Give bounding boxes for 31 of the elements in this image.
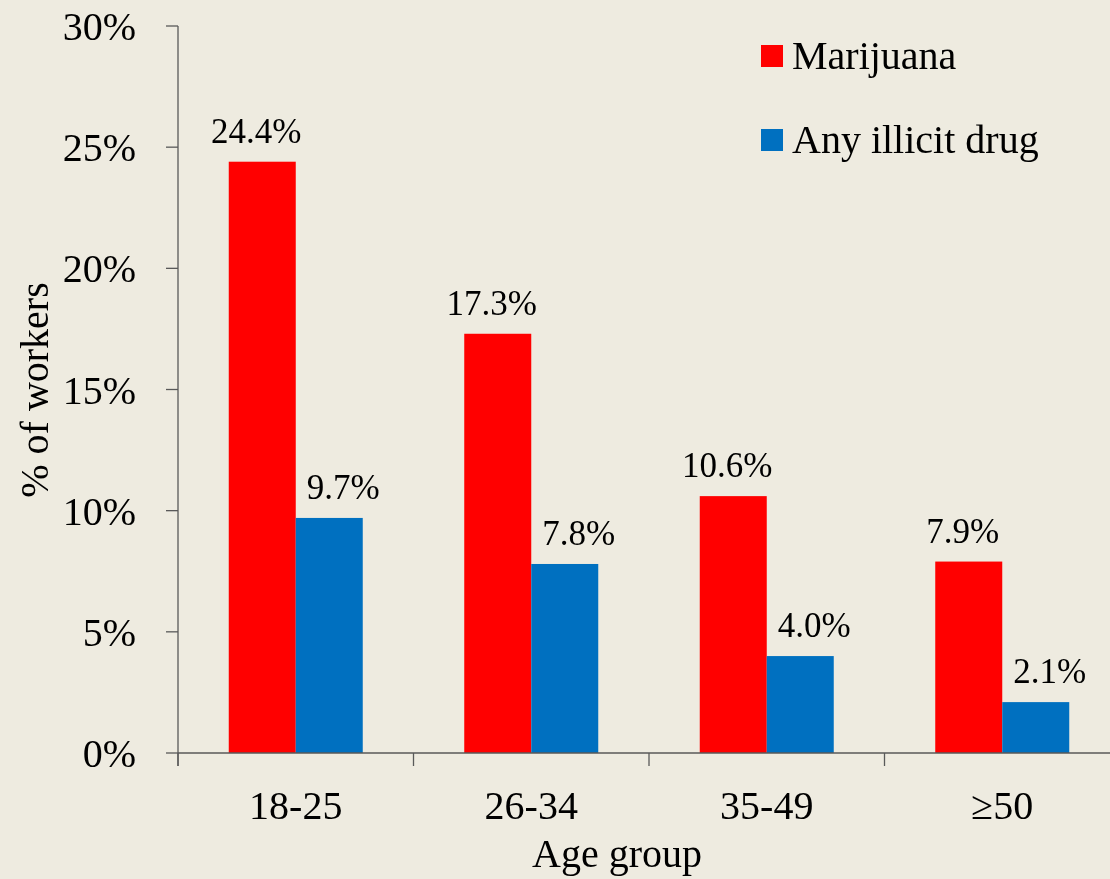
legend-label: Any illicit drug bbox=[792, 117, 1039, 162]
bar bbox=[935, 561, 1003, 753]
data-label: 7.9% bbox=[926, 511, 1000, 551]
y-tick-label: 15% bbox=[62, 367, 136, 413]
y-tick-label: 20% bbox=[62, 246, 136, 292]
bar bbox=[699, 496, 767, 753]
bar bbox=[228, 161, 296, 753]
data-label: 7.8% bbox=[542, 513, 616, 553]
data-label: 24.4% bbox=[211, 111, 302, 151]
bar bbox=[531, 563, 599, 753]
data-label: 17.3% bbox=[446, 283, 537, 323]
bar bbox=[464, 333, 532, 753]
y-tick-label: 5% bbox=[82, 609, 136, 655]
data-label: 2.1% bbox=[1013, 652, 1087, 692]
x-tick-label: 18-25 bbox=[249, 783, 343, 828]
x-tick-label: ≥50 bbox=[971, 783, 1034, 828]
y-tick-label: 25% bbox=[62, 125, 136, 171]
x-axis-title: Age group bbox=[532, 831, 702, 876]
y-axis-title: % of workers bbox=[12, 282, 57, 498]
legend-label: Marijuana bbox=[792, 33, 957, 78]
bar bbox=[295, 517, 363, 753]
data-label: 10.6% bbox=[682, 446, 773, 486]
y-tick-label: 30% bbox=[62, 4, 136, 49]
x-tick-label: 26-34 bbox=[484, 783, 578, 828]
y-tick-label: 0% bbox=[82, 731, 136, 776]
data-label: 9.7% bbox=[306, 467, 380, 507]
bar bbox=[766, 656, 834, 753]
y-tick-label: 10% bbox=[62, 488, 136, 534]
bar bbox=[1002, 702, 1070, 753]
x-tick-label: 35-49 bbox=[720, 783, 814, 828]
data-label: 4.0% bbox=[777, 606, 851, 646]
